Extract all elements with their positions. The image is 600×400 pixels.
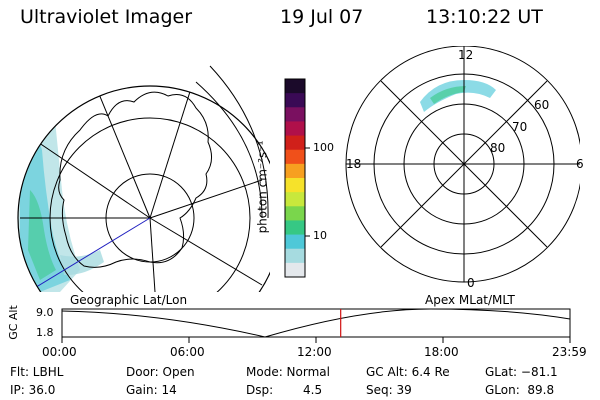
colorbar <box>284 78 310 278</box>
polar-map-caption: Apex MLat/MLT <box>425 293 515 307</box>
colorbar-stripe <box>285 135 305 151</box>
aurora-band-geo <box>18 115 104 292</box>
colorbar-stripe <box>285 121 305 137</box>
polar-map <box>345 46 580 283</box>
seq-readout: Seq: 39 <box>366 383 412 397</box>
x-tick-1800: 18:00 <box>424 345 459 359</box>
colorbar-stripe <box>285 248 305 264</box>
x-tick-1200: 12:00 <box>297 345 332 359</box>
x-tick-0600: 06:00 <box>170 345 205 359</box>
lat-label-60: 60 <box>534 98 550 112</box>
colorbar-stripe <box>285 234 305 250</box>
date-readout: 19 Jul 07 <box>280 6 364 28</box>
x-tick-0000: 00:00 <box>42 345 77 359</box>
colorbar-stripe <box>285 206 305 221</box>
altitude-plot <box>61 308 571 343</box>
lat-label-80: 80 <box>490 141 506 155</box>
colorbar-stripe <box>285 93 305 108</box>
gain-readout: Gain: 14 <box>126 383 177 397</box>
colorbar-stripe <box>285 163 305 179</box>
glat-readout: GLat: −81.1 <box>485 365 558 379</box>
continent-coastline <box>58 91 212 268</box>
x-tick-2359: 23:59 <box>552 345 587 359</box>
altitude-ymax: 9.0 <box>36 306 54 319</box>
mlt-label-top: 12 <box>458 48 474 62</box>
altitude-ymin: 1.8 <box>36 326 54 339</box>
mlt-label-left: 18 <box>346 157 362 171</box>
ground-track-line <box>27 217 151 292</box>
colorbar-stripe <box>285 107 305 122</box>
colorbar-tick-100: 100 <box>313 141 334 154</box>
aurora-band-polar <box>420 80 496 112</box>
mlt-label-bottom: 0 <box>467 276 475 290</box>
filter-readout: Flt: LBHL <box>10 365 64 379</box>
gc-alt-readout: GC Alt: 6.4 Re <box>366 365 450 379</box>
colorbar-stripe <box>285 262 305 278</box>
colorbar-label: photon cm⁻²s⁻¹ <box>255 140 270 234</box>
colorbar-tick-10: 10 <box>313 229 327 242</box>
time-readout: 13:10:22 UT <box>426 6 543 28</box>
app-title: Ultraviolet Imager <box>20 6 193 28</box>
door-readout: Door: Open <box>126 365 195 379</box>
colorbar-stripe <box>285 149 305 165</box>
ip-readout: IP: 36.0 <box>10 383 56 397</box>
colorbar-stripe <box>285 79 305 94</box>
dsp-label: Dsp: <box>246 383 274 397</box>
geo-map-caption: Geographic Lat/Lon <box>70 293 188 307</box>
geographic-map <box>17 65 270 292</box>
colorbar-stripe <box>285 220 305 236</box>
altitude-ylabel: GC Alt <box>6 305 20 340</box>
mlt-label-right: 6 <box>576 157 584 171</box>
dsp-value: 4.5 <box>303 383 323 397</box>
colorbar-stripe <box>285 178 305 193</box>
lat-label-70: 70 <box>512 120 528 134</box>
colorbar-stripe <box>285 192 305 207</box>
altitude-curve <box>61 308 571 338</box>
glon-readout: GLon: 89.8 <box>485 383 555 397</box>
mode-readout: Mode: Normal <box>246 365 330 379</box>
